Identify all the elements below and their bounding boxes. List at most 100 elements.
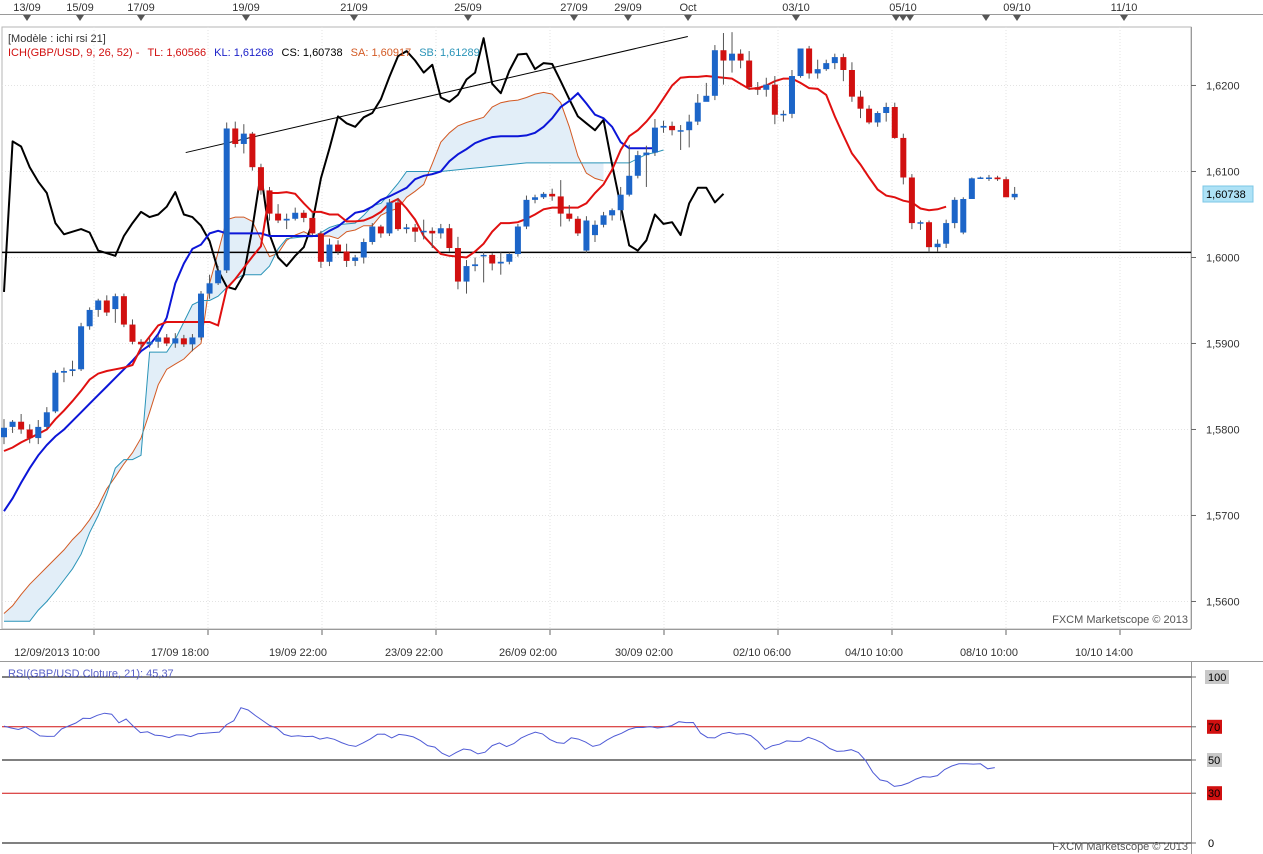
candle-up	[917, 222, 924, 224]
candle-down	[412, 227, 419, 232]
candle-up	[694, 102, 701, 122]
candle-down	[120, 296, 127, 325]
candle-down	[737, 53, 744, 61]
candle-down	[18, 421, 25, 430]
time-axis-label: 30/09 02:00	[615, 647, 673, 659]
indicator-name: ICH(GBP/USD, 9, 26, 52) -	[8, 47, 140, 59]
senkou-span-b-line	[4, 149, 664, 622]
candle-down	[994, 177, 1001, 180]
price-tick-label: 1,6200	[1206, 80, 1240, 92]
rsi-level-tag	[1205, 670, 1229, 684]
top-date-marker	[892, 15, 900, 21]
indicator-cs: CS: 1,60738	[282, 47, 343, 59]
time-axis: 12/09/2013 10:00 17/09 18:00 19/09 22:00 23…	[0, 629, 1263, 662]
candle-down	[300, 212, 307, 218]
candle-down	[266, 190, 273, 214]
candle-up	[420, 230, 427, 233]
main-price-panel: 1,6200 1,6100 1,6000 1,5900 1,5800 1,5700 1,56…	[1, 26, 1254, 630]
candle-down	[454, 248, 461, 282]
top-date-marker	[570, 15, 578, 21]
candle-down	[163, 337, 170, 344]
top-date-label: 19/09	[232, 2, 260, 14]
top-date-marker	[906, 15, 914, 21]
top-date-label: 15/09	[66, 2, 94, 14]
price-tick-label: 1,5800	[1206, 424, 1240, 436]
rsi-level-tag	[1207, 753, 1222, 767]
time-axis-label: 10/10 14:00	[1075, 647, 1133, 659]
top-date-label: 09/10	[1003, 2, 1031, 14]
rsi-level-label: 100	[1208, 672, 1226, 684]
candle-down	[669, 125, 676, 131]
candle-up	[943, 223, 950, 244]
candle-up	[532, 197, 539, 200]
indicator-legend: ICH(GBP/USD, 9, 26, 52) - TL: 1,60566 KL: …	[8, 47, 480, 59]
candle-up	[609, 210, 616, 216]
candle-up	[437, 228, 444, 234]
rsi-watermark: FXCM Marketscope © 2013	[1052, 841, 1188, 853]
candle-down	[249, 133, 256, 168]
candle-up	[703, 95, 710, 102]
top-date-marker	[684, 15, 692, 21]
top-date-marker	[792, 15, 800, 21]
price-tick-label: 1,5700	[1206, 510, 1240, 522]
top-date-bar	[0, 0, 1263, 14]
candle-down	[429, 230, 436, 234]
price-tick-label: 1,5600	[1206, 596, 1240, 608]
top-date-label: 11/10	[1111, 2, 1138, 14]
candle-up	[223, 128, 230, 271]
candle-up	[155, 337, 162, 342]
candle-up	[1, 427, 7, 438]
candle-down	[746, 60, 753, 88]
top-date-label: 13/09	[13, 2, 41, 14]
candle-up	[634, 155, 641, 176]
candle-up	[369, 226, 376, 242]
candle-up	[729, 53, 736, 61]
candle-up	[643, 152, 650, 156]
candle-up	[69, 369, 76, 371]
candle-up	[463, 266, 470, 282]
watermark: FXCM Marketscope © 2013	[1052, 614, 1188, 626]
candle-up	[197, 293, 204, 338]
time-axis-label: 23/09 22:00	[385, 647, 443, 659]
candle-down	[26, 429, 33, 439]
candle-up	[540, 193, 547, 198]
candle-up	[763, 84, 770, 90]
candle-down	[257, 167, 264, 191]
rsi-panel-frame	[2, 662, 1191, 851]
candle-up	[35, 426, 42, 439]
candle-up	[146, 341, 153, 345]
candle-down	[900, 137, 907, 178]
candle-down	[129, 324, 136, 342]
time-axis-label: 26/09 02:00	[499, 647, 557, 659]
top-date-label: 29/09	[614, 2, 642, 14]
trend-line	[185, 35, 688, 154]
candle-up	[600, 215, 607, 225]
candle-down	[908, 177, 915, 224]
top-date-marker	[137, 15, 145, 21]
candle-down	[103, 300, 110, 313]
top-date-marker	[899, 15, 907, 21]
candle-down	[309, 217, 316, 234]
rsi-level-label: 70	[1208, 722, 1220, 734]
candle-up	[514, 226, 521, 255]
rsi-title: RSI(GBP/USD.Cloture, 21): 45,37	[8, 668, 174, 680]
candle-down	[566, 213, 573, 219]
candle-up	[172, 338, 179, 344]
top-date-marker	[350, 15, 358, 21]
candle-up	[814, 69, 821, 74]
current-price-label: 1,60738	[1206, 189, 1246, 201]
top-date-marker	[76, 15, 84, 21]
candle-down	[317, 233, 324, 262]
candle-down	[557, 196, 564, 214]
candle-up	[660, 125, 667, 128]
candle-down	[549, 193, 556, 197]
candle-up	[797, 48, 804, 77]
template-label: [Modèle : ichi rsi 21]	[8, 33, 106, 45]
time-axis-label: 17/09 18:00	[151, 647, 209, 659]
candle-up	[874, 113, 881, 123]
candle-down	[1003, 179, 1010, 198]
top-date-label: 17/09	[127, 2, 155, 14]
top-date-axis: 13/09 15/09 17/09 19/09 21/09 25/09 27/09 29/09…	[0, 0, 1263, 21]
rsi-level-label: 50	[1208, 755, 1220, 767]
candle-up	[189, 337, 196, 345]
